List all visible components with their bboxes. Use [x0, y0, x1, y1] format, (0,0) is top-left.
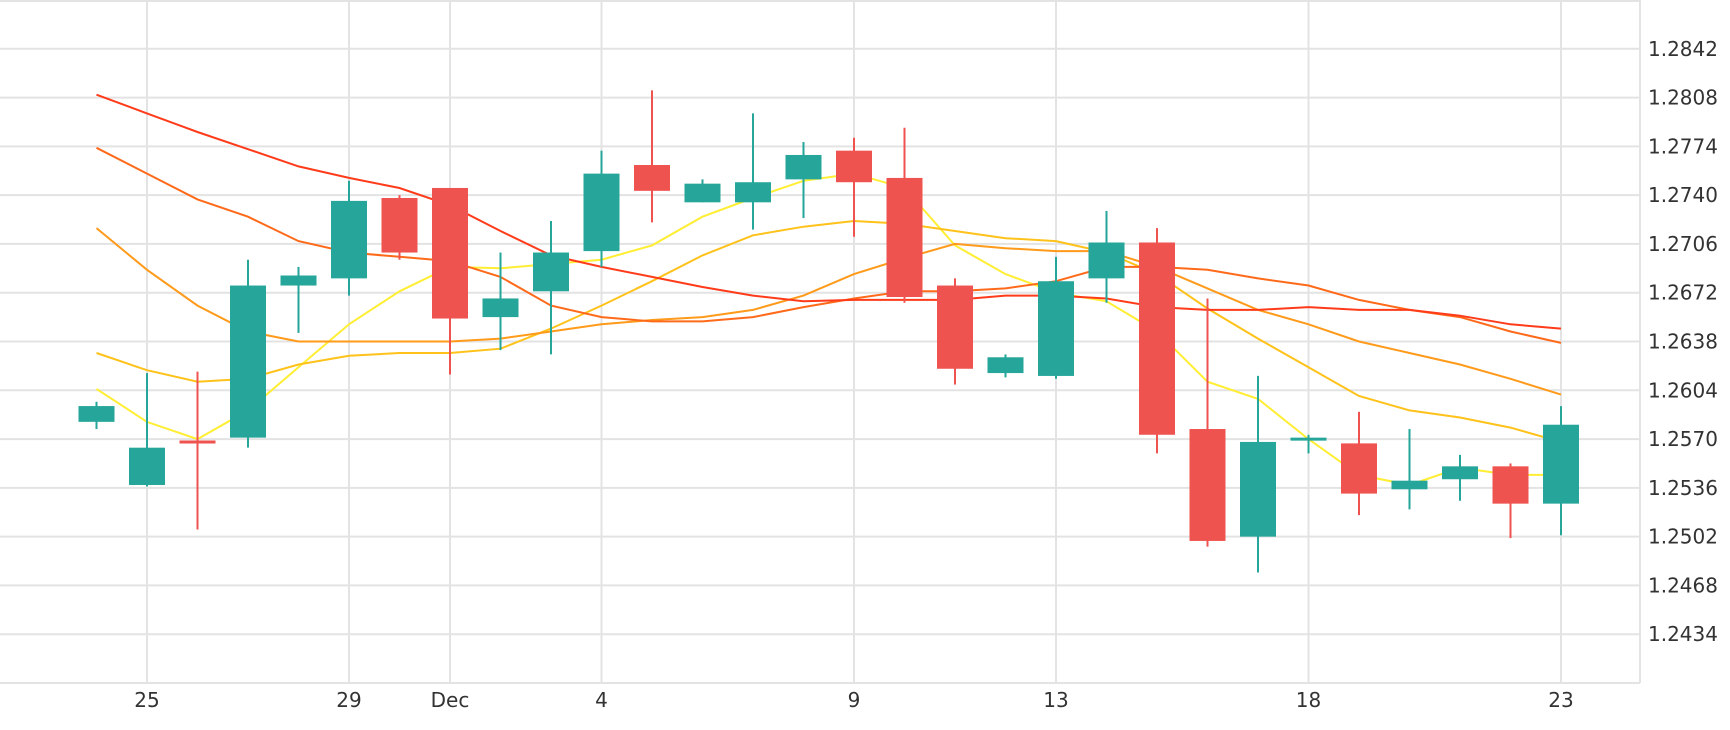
candle-body	[785, 154, 822, 180]
candle-up	[1391, 429, 1428, 510]
candle-body	[280, 275, 317, 286]
y-tick-label: 1.2502	[1648, 525, 1718, 549]
candle-down	[1189, 298, 1226, 547]
candle-up	[1240, 375, 1276, 573]
candle-down	[886, 127, 923, 303]
candle-body	[1088, 242, 1125, 279]
candle-body	[634, 165, 670, 191]
x-tick-label: 13	[1043, 688, 1068, 712]
candle-body	[179, 440, 216, 444]
candle-body	[1492, 466, 1529, 504]
y-tick-label: 1.2536	[1648, 476, 1718, 500]
candle-down	[432, 187, 468, 375]
candle-up	[1290, 434, 1327, 454]
y-tick-label: 1.2740	[1648, 183, 1718, 207]
candle-body	[1341, 443, 1377, 494]
candle-down	[1139, 228, 1175, 454]
candles	[78, 90, 1579, 573]
candle-body	[684, 183, 721, 203]
candle-body	[836, 150, 872, 183]
x-tick-label: 29	[336, 688, 361, 712]
candle-body	[583, 173, 620, 252]
y-tick-label: 1.2774	[1648, 134, 1718, 158]
candle-down	[1492, 463, 1529, 539]
moving-averages	[95, 93, 1562, 487]
grid	[0, 0, 1640, 683]
candle-body	[1543, 424, 1579, 504]
x-tick-label: 9	[848, 688, 861, 712]
candle-body	[1290, 437, 1327, 441]
candle-down	[634, 90, 670, 223]
candle-up	[1038, 256, 1074, 379]
candle-body	[533, 252, 569, 292]
moving-average-line	[95, 172, 1561, 487]
candle-body	[78, 406, 115, 422]
candle-up	[230, 259, 266, 448]
candle-up	[78, 401, 115, 430]
candle-body	[1038, 281, 1074, 376]
x-tick-label: 25	[134, 688, 159, 712]
candle-body	[432, 187, 468, 319]
candle-up	[1442, 454, 1478, 501]
candle-up	[482, 252, 519, 351]
candle-body	[1442, 466, 1478, 480]
candle-body	[1240, 441, 1276, 537]
candle-up	[684, 179, 721, 203]
y-tick-label: 1.2638	[1648, 330, 1718, 354]
candle-body	[1391, 480, 1428, 490]
candle-down	[937, 278, 973, 385]
y-tick-label: 1.2434	[1648, 622, 1718, 646]
y-tick-label: 1.2672	[1648, 281, 1718, 305]
candle-up	[583, 150, 620, 267]
y-tick-label: 1.2570	[1648, 427, 1718, 451]
candle-body	[482, 298, 519, 318]
candle-body	[937, 285, 973, 369]
x-tick-label: Dec	[431, 688, 470, 712]
candle-body	[987, 357, 1024, 374]
candle-up	[280, 266, 317, 333]
candle-up	[331, 180, 367, 296]
candle-up	[1543, 406, 1579, 536]
x-tick-label: 18	[1296, 688, 1321, 712]
axes: 1.2434 1.2468 1.2502 1.2536 1.2570 1.2604 1.26…	[0, 0, 1718, 712]
candle-up	[987, 354, 1024, 378]
candle-up	[785, 142, 822, 219]
candle-down	[1341, 411, 1377, 516]
candle-body	[1139, 242, 1175, 435]
candle-body	[1189, 429, 1226, 541]
candle-up	[735, 113, 771, 230]
moving-average-line	[96, 93, 1562, 330]
y-tick-label: 1.2808	[1648, 86, 1718, 110]
y-tick-label: 1.2468	[1648, 573, 1718, 597]
moving-average-line	[96, 219, 1562, 443]
y-tick-label: 1.2842	[1648, 37, 1718, 61]
candle-down	[381, 195, 418, 260]
moving-average-line	[95, 227, 1562, 396]
candle-down	[179, 371, 216, 530]
candle-body	[735, 182, 771, 203]
candle-down	[836, 137, 872, 237]
candle-body	[886, 177, 923, 298]
candle-body	[331, 200, 367, 279]
candle-up	[533, 220, 569, 355]
candle-up	[1088, 210, 1125, 303]
candle-body	[230, 285, 266, 438]
candle-up	[129, 373, 165, 487]
candle-body	[381, 198, 418, 253]
y-tick-label: 1.2604	[1648, 378, 1718, 402]
candle-body	[129, 447, 165, 485]
y-tick-label: 1.2706	[1648, 232, 1718, 256]
x-tick-label: 23	[1548, 688, 1573, 712]
x-tick-label: 4	[595, 688, 608, 712]
